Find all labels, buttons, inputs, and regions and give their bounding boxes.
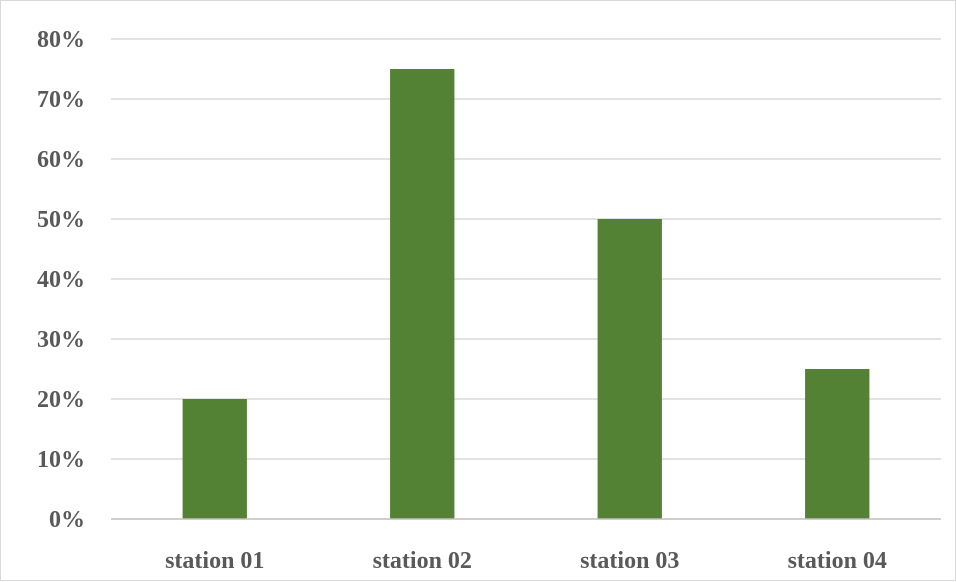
y-tick-label: 10% [37, 447, 85, 473]
y-tick-labels: 0% 10% 20% 30% 40% 50% 60% 70% 80% [37, 27, 85, 533]
y-tick-label: 40% [37, 267, 85, 293]
x-tick-label: station 03 [580, 548, 679, 574]
bar-station-01 [182, 399, 247, 519]
y-tick-label: 80% [37, 27, 85, 53]
x-tick-label: station 01 [165, 548, 264, 574]
bar-station-02 [390, 69, 455, 519]
bar-station-04 [805, 369, 870, 519]
bars [182, 69, 870, 519]
y-tick-label: 20% [37, 387, 85, 413]
x-tick-labels: station 01 station 02 station 03 station 04 [165, 548, 887, 574]
y-tick-label: 60% [37, 147, 85, 173]
x-tick-label: station 02 [373, 548, 472, 574]
x-tick-label: station 04 [788, 548, 887, 574]
bar-station-03 [597, 219, 662, 519]
y-tick-label: 30% [37, 327, 85, 353]
y-tick-label: 0% [49, 507, 85, 533]
y-tick-label: 50% [37, 207, 85, 233]
gridlines [111, 38, 941, 460]
y-tick-label: 70% [37, 87, 85, 113]
